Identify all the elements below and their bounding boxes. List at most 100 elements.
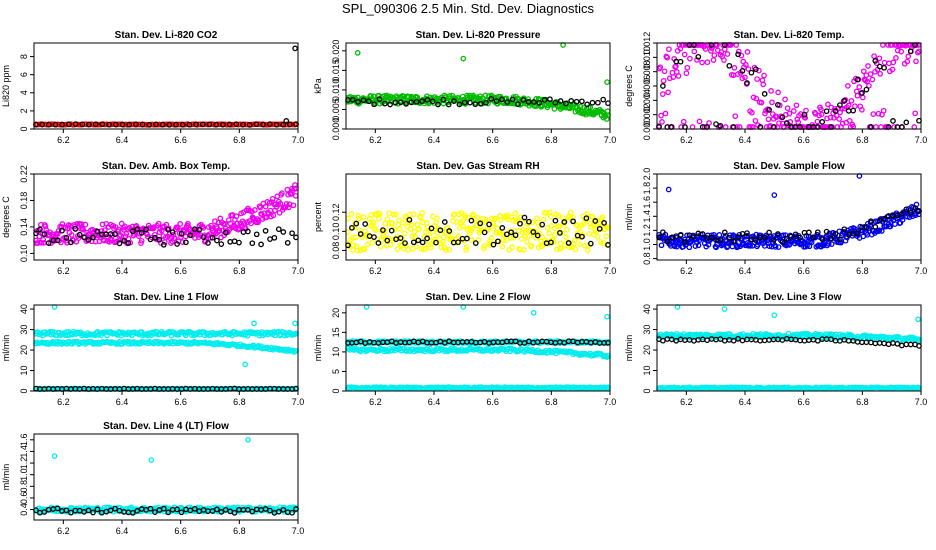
x-tick-label: 6.6 xyxy=(174,135,187,145)
data-point xyxy=(711,52,718,59)
x-tick-label: 6.2 xyxy=(680,397,693,407)
data-point xyxy=(279,190,285,196)
data-point xyxy=(912,212,919,219)
y-tick-label: 1.6 xyxy=(642,196,652,209)
data-point xyxy=(178,509,185,516)
data-point xyxy=(524,238,530,245)
data-point xyxy=(683,70,690,77)
y-axis-label: degrees C xyxy=(624,65,634,107)
data-point xyxy=(292,320,298,327)
data-point xyxy=(472,240,479,246)
x-tick-label: 6.4 xyxy=(116,397,129,407)
data-point xyxy=(446,228,453,234)
y-tick-label: 0.18 xyxy=(19,192,29,210)
data-point xyxy=(797,234,803,241)
data-point xyxy=(584,210,590,217)
y-axis-label: Li820 ppm xyxy=(1,65,11,107)
y-tick-label: 0.8 xyxy=(642,252,652,265)
plot-frame xyxy=(345,173,611,261)
data-point xyxy=(160,241,167,248)
plot-frame xyxy=(33,173,299,261)
x-tick-label: 6.2 xyxy=(369,266,382,276)
data-point xyxy=(583,215,590,222)
data-point xyxy=(770,237,777,243)
x-tick-label: 6.8 xyxy=(545,135,558,145)
data-point xyxy=(242,361,249,368)
data-point xyxy=(81,234,87,241)
data-point xyxy=(682,239,688,245)
y-tick-label: 20 xyxy=(331,308,341,318)
y-tick-label: 1.6 xyxy=(19,434,29,447)
data-point xyxy=(660,229,666,236)
data-point xyxy=(761,72,767,79)
data-point xyxy=(710,57,717,63)
data-point xyxy=(350,242,357,249)
data-point xyxy=(801,111,808,118)
y-tick-label: 0 xyxy=(19,126,29,131)
plot-frame xyxy=(33,304,299,392)
data-point xyxy=(41,509,48,515)
data-point xyxy=(775,89,781,96)
data-point xyxy=(262,227,269,234)
y-tick-label: 0.002 xyxy=(642,103,652,126)
data-point xyxy=(880,107,887,114)
data-point xyxy=(551,239,557,246)
data-point xyxy=(899,217,906,223)
chart-panel-7: Stan. Dev. Line 1 Flow ml/min 6.2 6.4 6.6 6.8… xyxy=(1,292,304,407)
data-point xyxy=(536,222,543,229)
data-point xyxy=(699,231,706,237)
y-tick-label: 0.4 xyxy=(19,503,29,516)
data-point xyxy=(772,244,779,250)
x-tick-label: 6.4 xyxy=(428,135,441,145)
data-point xyxy=(744,49,751,55)
data-point xyxy=(854,230,861,236)
data-point xyxy=(721,229,728,236)
x-tick-label: 7.0 xyxy=(604,266,617,276)
data-point xyxy=(460,223,466,230)
plot-frame xyxy=(33,42,299,130)
data-point xyxy=(373,227,379,233)
data-point xyxy=(94,228,101,235)
data-point xyxy=(748,69,755,76)
data-point xyxy=(355,99,361,105)
data-point xyxy=(72,121,79,127)
y-axis: 0.81.01.21.41.61.82.0 xyxy=(642,168,657,265)
y-tick-label: 10 xyxy=(19,366,29,376)
data-point xyxy=(51,453,58,459)
data-point xyxy=(724,51,731,57)
x-tick-label: 6.4 xyxy=(428,397,441,407)
data-point xyxy=(584,247,591,254)
y-axis-label: ml/min xyxy=(313,335,323,362)
data-point xyxy=(859,94,866,101)
data-point xyxy=(455,239,461,246)
data-point xyxy=(429,228,436,235)
data-point xyxy=(825,101,831,108)
data-point xyxy=(155,220,162,227)
data-point xyxy=(503,237,509,244)
data-point xyxy=(233,213,240,220)
data-point xyxy=(183,239,189,246)
x-axis: 6.2 6.4 6.6 6.8 7.0 xyxy=(680,260,927,276)
x-tick-label: 6.2 xyxy=(57,397,70,407)
data-point xyxy=(567,215,573,221)
y-axis-label: ml/min xyxy=(1,335,11,362)
data-point xyxy=(205,240,211,246)
data-point xyxy=(876,217,883,224)
chart-panel-4: Stan. Dev. Amb. Box Temp. degrees C 6.2 6.4… xyxy=(1,161,304,276)
data-point xyxy=(555,212,562,219)
data-point xyxy=(691,233,697,240)
data-point xyxy=(415,237,422,244)
data-point xyxy=(166,121,173,128)
data-point xyxy=(540,216,547,223)
data-point xyxy=(214,506,220,513)
data-point xyxy=(752,66,759,73)
data-point xyxy=(783,235,790,242)
data-point xyxy=(445,101,452,108)
data-point xyxy=(216,227,223,234)
data-point xyxy=(730,337,737,344)
data-point xyxy=(451,98,457,104)
data-point xyxy=(776,120,782,127)
x-tick-label: 6.2 xyxy=(369,135,382,145)
y-axis-label: ml/min xyxy=(624,335,634,362)
data-point xyxy=(868,339,874,346)
